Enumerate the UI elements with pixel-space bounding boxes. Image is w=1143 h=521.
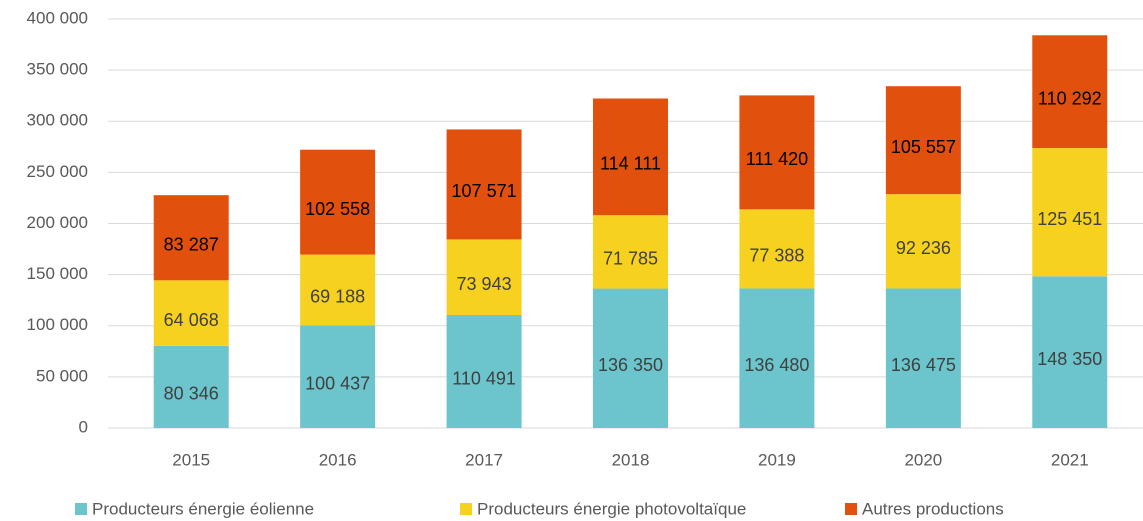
data-label: 102 558 — [305, 199, 370, 219]
data-label: 136 480 — [744, 355, 809, 375]
x-tick-label: 2017 — [465, 450, 503, 469]
x-tick-label: 2018 — [612, 450, 650, 469]
bar-segment — [446, 315, 522, 428]
y-tick-label: 50 000 — [36, 366, 88, 385]
data-label: 136 350 — [598, 355, 663, 375]
legend-label: Autres productions — [862, 499, 1004, 518]
data-label: 83 287 — [164, 235, 219, 255]
y-tick-label: 200 000 — [27, 213, 88, 232]
bar-segment — [300, 254, 376, 326]
bar-segment — [739, 95, 815, 210]
data-label: 107 571 — [452, 181, 517, 201]
data-label: 148 350 — [1037, 349, 1102, 369]
data-label: 77 388 — [749, 246, 804, 266]
data-label: 73 943 — [457, 274, 512, 294]
bar-segment — [300, 149, 376, 255]
data-label: 64 068 — [164, 310, 219, 330]
data-label: 136 475 — [891, 355, 956, 375]
bar-segment — [153, 345, 229, 428]
legend-swatch — [845, 503, 857, 515]
y-tick-label: 350 000 — [27, 60, 88, 79]
bar-segment — [739, 209, 815, 289]
bar-segment — [885, 194, 961, 289]
x-tick-label: 2016 — [319, 450, 357, 469]
legend-swatch — [460, 503, 472, 515]
data-label: 100 437 — [305, 373, 370, 393]
bar-segment — [739, 288, 815, 428]
data-label: 80 346 — [164, 384, 219, 404]
y-tick-label: 400 000 — [27, 8, 88, 27]
data-label: 114 111 — [600, 154, 661, 174]
data-label: 111 420 — [746, 149, 808, 169]
data-label: 69 188 — [310, 287, 365, 307]
bar-segment — [300, 325, 376, 428]
data-label: 110 292 — [1038, 88, 1102, 108]
x-tick-label: 2019 — [758, 450, 796, 469]
y-tick-label: 150 000 — [27, 264, 88, 283]
y-tick-label: 250 000 — [27, 162, 88, 181]
bar-segment — [446, 129, 522, 240]
x-tick-label: 2015 — [172, 450, 210, 469]
y-tick-label: 100 000 — [27, 315, 88, 334]
data-label: 110 491 — [452, 368, 516, 388]
bar-segment — [1032, 276, 1108, 428]
data-label: 92 236 — [896, 238, 951, 258]
data-label: 105 557 — [891, 137, 956, 157]
bar-segment — [446, 239, 522, 316]
legend-label: Producteurs énergie éolienne — [92, 499, 314, 518]
legend-label: Producteurs énergie photovoltaïque — [477, 499, 746, 518]
bar-segment — [885, 288, 961, 428]
data-label: 71 785 — [603, 249, 658, 269]
data-label: 125 451 — [1037, 209, 1102, 229]
y-tick-label: 300 000 — [27, 111, 88, 130]
legend-swatch — [75, 503, 87, 515]
bar-segment — [593, 288, 668, 428]
y-tick-label: 0 — [79, 417, 88, 436]
x-tick-label: 2021 — [1051, 450, 1089, 469]
bar-segment — [153, 195, 229, 281]
bar-segment — [1032, 35, 1108, 149]
bar-segment — [885, 86, 961, 195]
bar-segment — [593, 98, 668, 216]
bar-segment — [593, 215, 668, 289]
bar-segment — [153, 280, 229, 346]
x-tick-label: 2020 — [904, 450, 942, 469]
bar-segment — [1032, 148, 1108, 277]
